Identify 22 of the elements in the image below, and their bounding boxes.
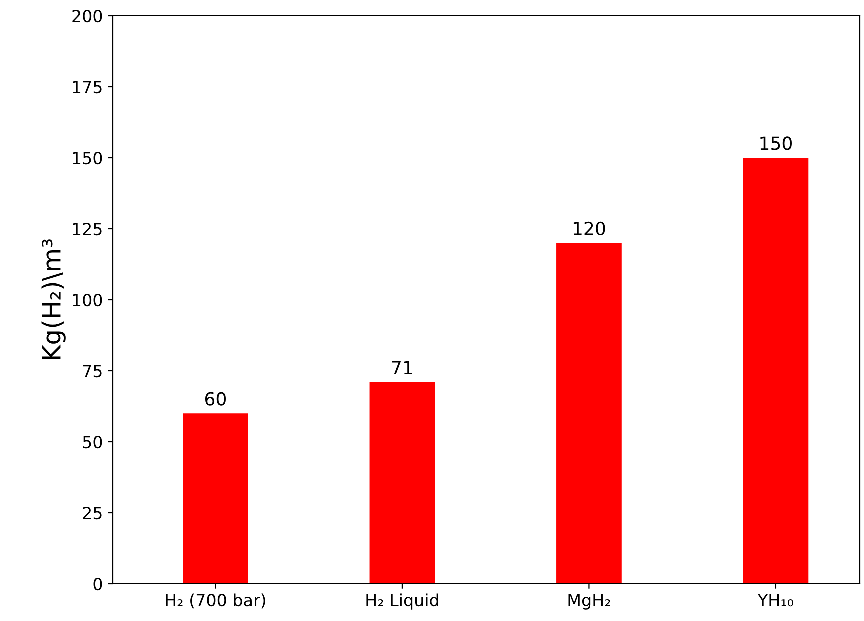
bar xyxy=(370,382,436,584)
y-tick-label: 0 xyxy=(94,578,102,591)
y-tick-label: 25 xyxy=(83,506,102,520)
y-tick-label: 100 xyxy=(73,294,102,307)
x-tick-label: H₂ Liquid xyxy=(366,594,438,610)
y-tick-label: 150 xyxy=(73,152,102,165)
y-tick-label: 175 xyxy=(73,81,102,94)
x-tick-label: YH₁₀ xyxy=(758,594,794,607)
bar xyxy=(743,158,809,584)
data-label: 120 xyxy=(574,222,606,236)
y-tick-label: 50 xyxy=(83,436,102,449)
y-axis-title: Kg(H₂)\m³ xyxy=(42,240,66,360)
x-tick-label: H₂ (700 bar) xyxy=(166,594,266,609)
y-tick-label: 125 xyxy=(73,222,102,236)
bar xyxy=(183,414,248,584)
x-tick-label: MgH₂ xyxy=(568,594,610,610)
data-label: 150 xyxy=(760,136,792,150)
y-tick-label: 200 xyxy=(72,10,102,23)
bar xyxy=(556,243,622,584)
data-label: 71 xyxy=(392,361,412,374)
data-label: 60 xyxy=(205,392,226,406)
y-tick-label: 75 xyxy=(83,365,102,378)
